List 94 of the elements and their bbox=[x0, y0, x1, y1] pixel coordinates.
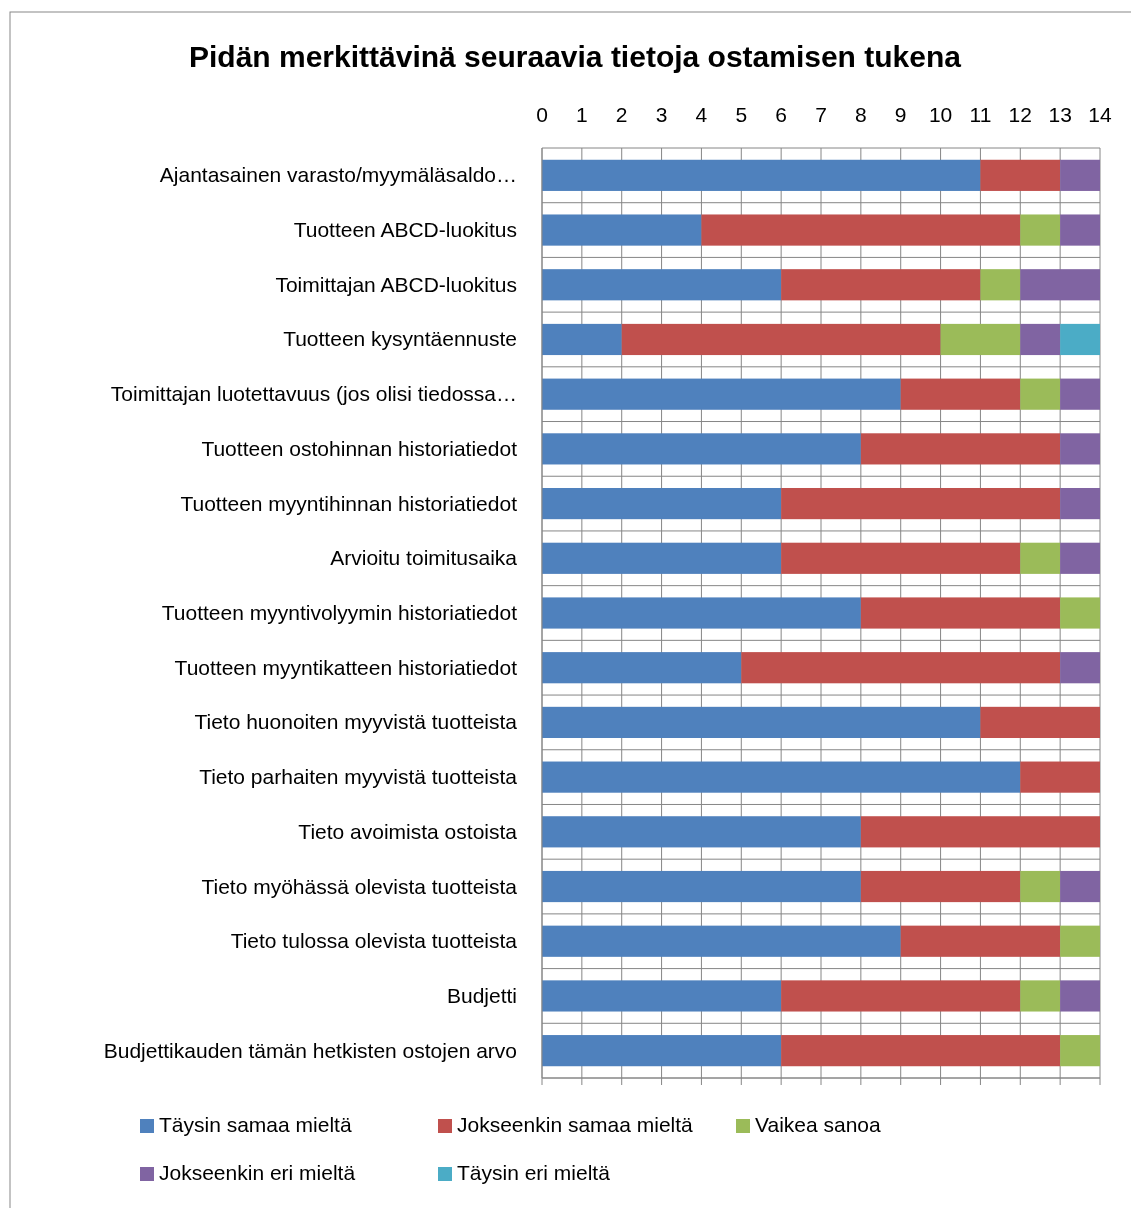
y-tick-label: Tieto myöhässä olevista tuotteista bbox=[201, 874, 518, 898]
y-tick-label: Tuotteen kysyntäennuste bbox=[283, 327, 517, 351]
bar bbox=[1060, 652, 1100, 684]
bar bbox=[542, 159, 981, 191]
y-tick-label: Budjetti bbox=[446, 983, 517, 1007]
bar bbox=[542, 1035, 782, 1067]
bar bbox=[781, 542, 1021, 574]
bar bbox=[542, 269, 782, 301]
legend-label: Jokseenkin samaa mieltä bbox=[457, 1113, 694, 1136]
bar bbox=[1020, 870, 1061, 903]
bar bbox=[1060, 323, 1100, 356]
bar bbox=[1020, 269, 1100, 301]
bar bbox=[1060, 214, 1100, 246]
x-tick-label: 2 bbox=[615, 103, 628, 126]
bar bbox=[781, 980, 1021, 1012]
y-tick-label: Tieto tulossa olevista tuotteista bbox=[230, 929, 518, 953]
bar bbox=[741, 652, 1061, 684]
y-tick-label: Tuotteen myyntikatteen historiatiedot bbox=[174, 655, 518, 679]
y-tick-label: Tuotteen myyntivolyymin historiatiedot bbox=[161, 601, 518, 624]
bar bbox=[1060, 488, 1100, 520]
bar bbox=[542, 488, 782, 520]
y-tick-label: Tuotteen ABCD-luokitus bbox=[293, 218, 517, 242]
bar bbox=[1020, 323, 1061, 356]
bar bbox=[542, 925, 901, 957]
legend-label: Vaikea sanoa bbox=[755, 1113, 882, 1136]
legend-label: Täysin eri mieltä bbox=[457, 1161, 611, 1184]
bar bbox=[1060, 378, 1100, 410]
bar bbox=[980, 159, 1061, 191]
y-tick-label: Tieto parhaiten myyvistä tuotteista bbox=[199, 765, 518, 789]
bar bbox=[542, 597, 861, 629]
y-tick-label: Tuotteen myyntihinnan historiatiedot bbox=[180, 491, 518, 515]
bar bbox=[1060, 159, 1100, 191]
bar bbox=[1020, 542, 1061, 574]
x-tick-label: 13 bbox=[1048, 103, 1072, 126]
x-tick-label: 10 bbox=[928, 103, 953, 126]
bar bbox=[980, 706, 1100, 738]
bar bbox=[900, 925, 1061, 957]
y-tick-label: Arvioitu toimitusaika bbox=[330, 546, 518, 570]
bar bbox=[1020, 214, 1061, 246]
x-tick-label: 7 bbox=[815, 103, 827, 126]
x-tick-label: 1 bbox=[576, 103, 588, 126]
bar bbox=[1060, 542, 1100, 574]
bar bbox=[1060, 870, 1100, 903]
y-tick-label: Toimittajan luotettavuus (jos olisi tiedossa… bbox=[110, 382, 517, 406]
bar bbox=[542, 870, 861, 903]
y-tick-label: Tuotteen ostohinnan historiatiedot bbox=[201, 436, 518, 460]
bar bbox=[1020, 980, 1061, 1012]
bar bbox=[1060, 925, 1100, 957]
x-tick-label: 14 bbox=[1088, 103, 1112, 126]
bar bbox=[542, 652, 742, 684]
bar bbox=[1020, 378, 1061, 410]
bar bbox=[860, 870, 1021, 903]
x-tick-label: 0 bbox=[536, 103, 548, 126]
bar bbox=[860, 597, 1061, 629]
x-tick-label: 6 bbox=[775, 103, 787, 126]
bar bbox=[542, 980, 782, 1012]
x-tick-label: 8 bbox=[855, 103, 867, 126]
y-tick-label: Budjettikauden tämän hetkisten ostojen arvo bbox=[103, 1038, 517, 1062]
bar bbox=[860, 433, 1061, 465]
bar bbox=[1020, 761, 1100, 793]
bar bbox=[900, 378, 1021, 410]
x-tick-label: 5 bbox=[735, 103, 748, 126]
chart-title: Pidän merkittävinä seuraavia tietoja ostamisen tukena bbox=[189, 40, 962, 73]
bar bbox=[1060, 980, 1100, 1012]
bar bbox=[860, 816, 1100, 848]
bar bbox=[980, 269, 1021, 301]
bar bbox=[542, 323, 622, 356]
bar bbox=[542, 761, 1021, 793]
legend-label: Jokseenkin eri mieltä bbox=[159, 1161, 356, 1184]
bar bbox=[542, 433, 861, 465]
bar bbox=[542, 378, 901, 410]
x-tick-label: 9 bbox=[894, 103, 907, 126]
y-tick-label: Tieto avoimista ostoista bbox=[298, 819, 518, 843]
x-tick-label: 3 bbox=[655, 103, 668, 126]
y-tick-label: Ajantasainen varasto/myymäläsaldo… bbox=[159, 163, 517, 187]
bar bbox=[542, 542, 782, 574]
bar bbox=[701, 214, 1021, 246]
x-tick-label: 11 bbox=[969, 103, 992, 126]
bar bbox=[781, 488, 1061, 520]
x-tick-label: 12 bbox=[1008, 103, 1032, 126]
bar bbox=[1060, 597, 1100, 629]
bar bbox=[542, 816, 861, 848]
bar bbox=[940, 323, 1021, 356]
bar bbox=[1060, 433, 1100, 465]
x-tick-label: 4 bbox=[695, 103, 708, 126]
y-tick-label: Tieto huonoiten myyvistä tuotteista bbox=[194, 710, 518, 734]
bar bbox=[542, 214, 702, 246]
legend-label: Täysin samaa mieltä bbox=[159, 1113, 352, 1136]
bar bbox=[1060, 1035, 1100, 1067]
bar bbox=[781, 269, 981, 301]
bar bbox=[781, 1035, 1061, 1067]
bar bbox=[542, 706, 981, 738]
bar bbox=[621, 323, 941, 356]
y-tick-label: Toimittajan ABCD-luokitus bbox=[275, 272, 517, 296]
